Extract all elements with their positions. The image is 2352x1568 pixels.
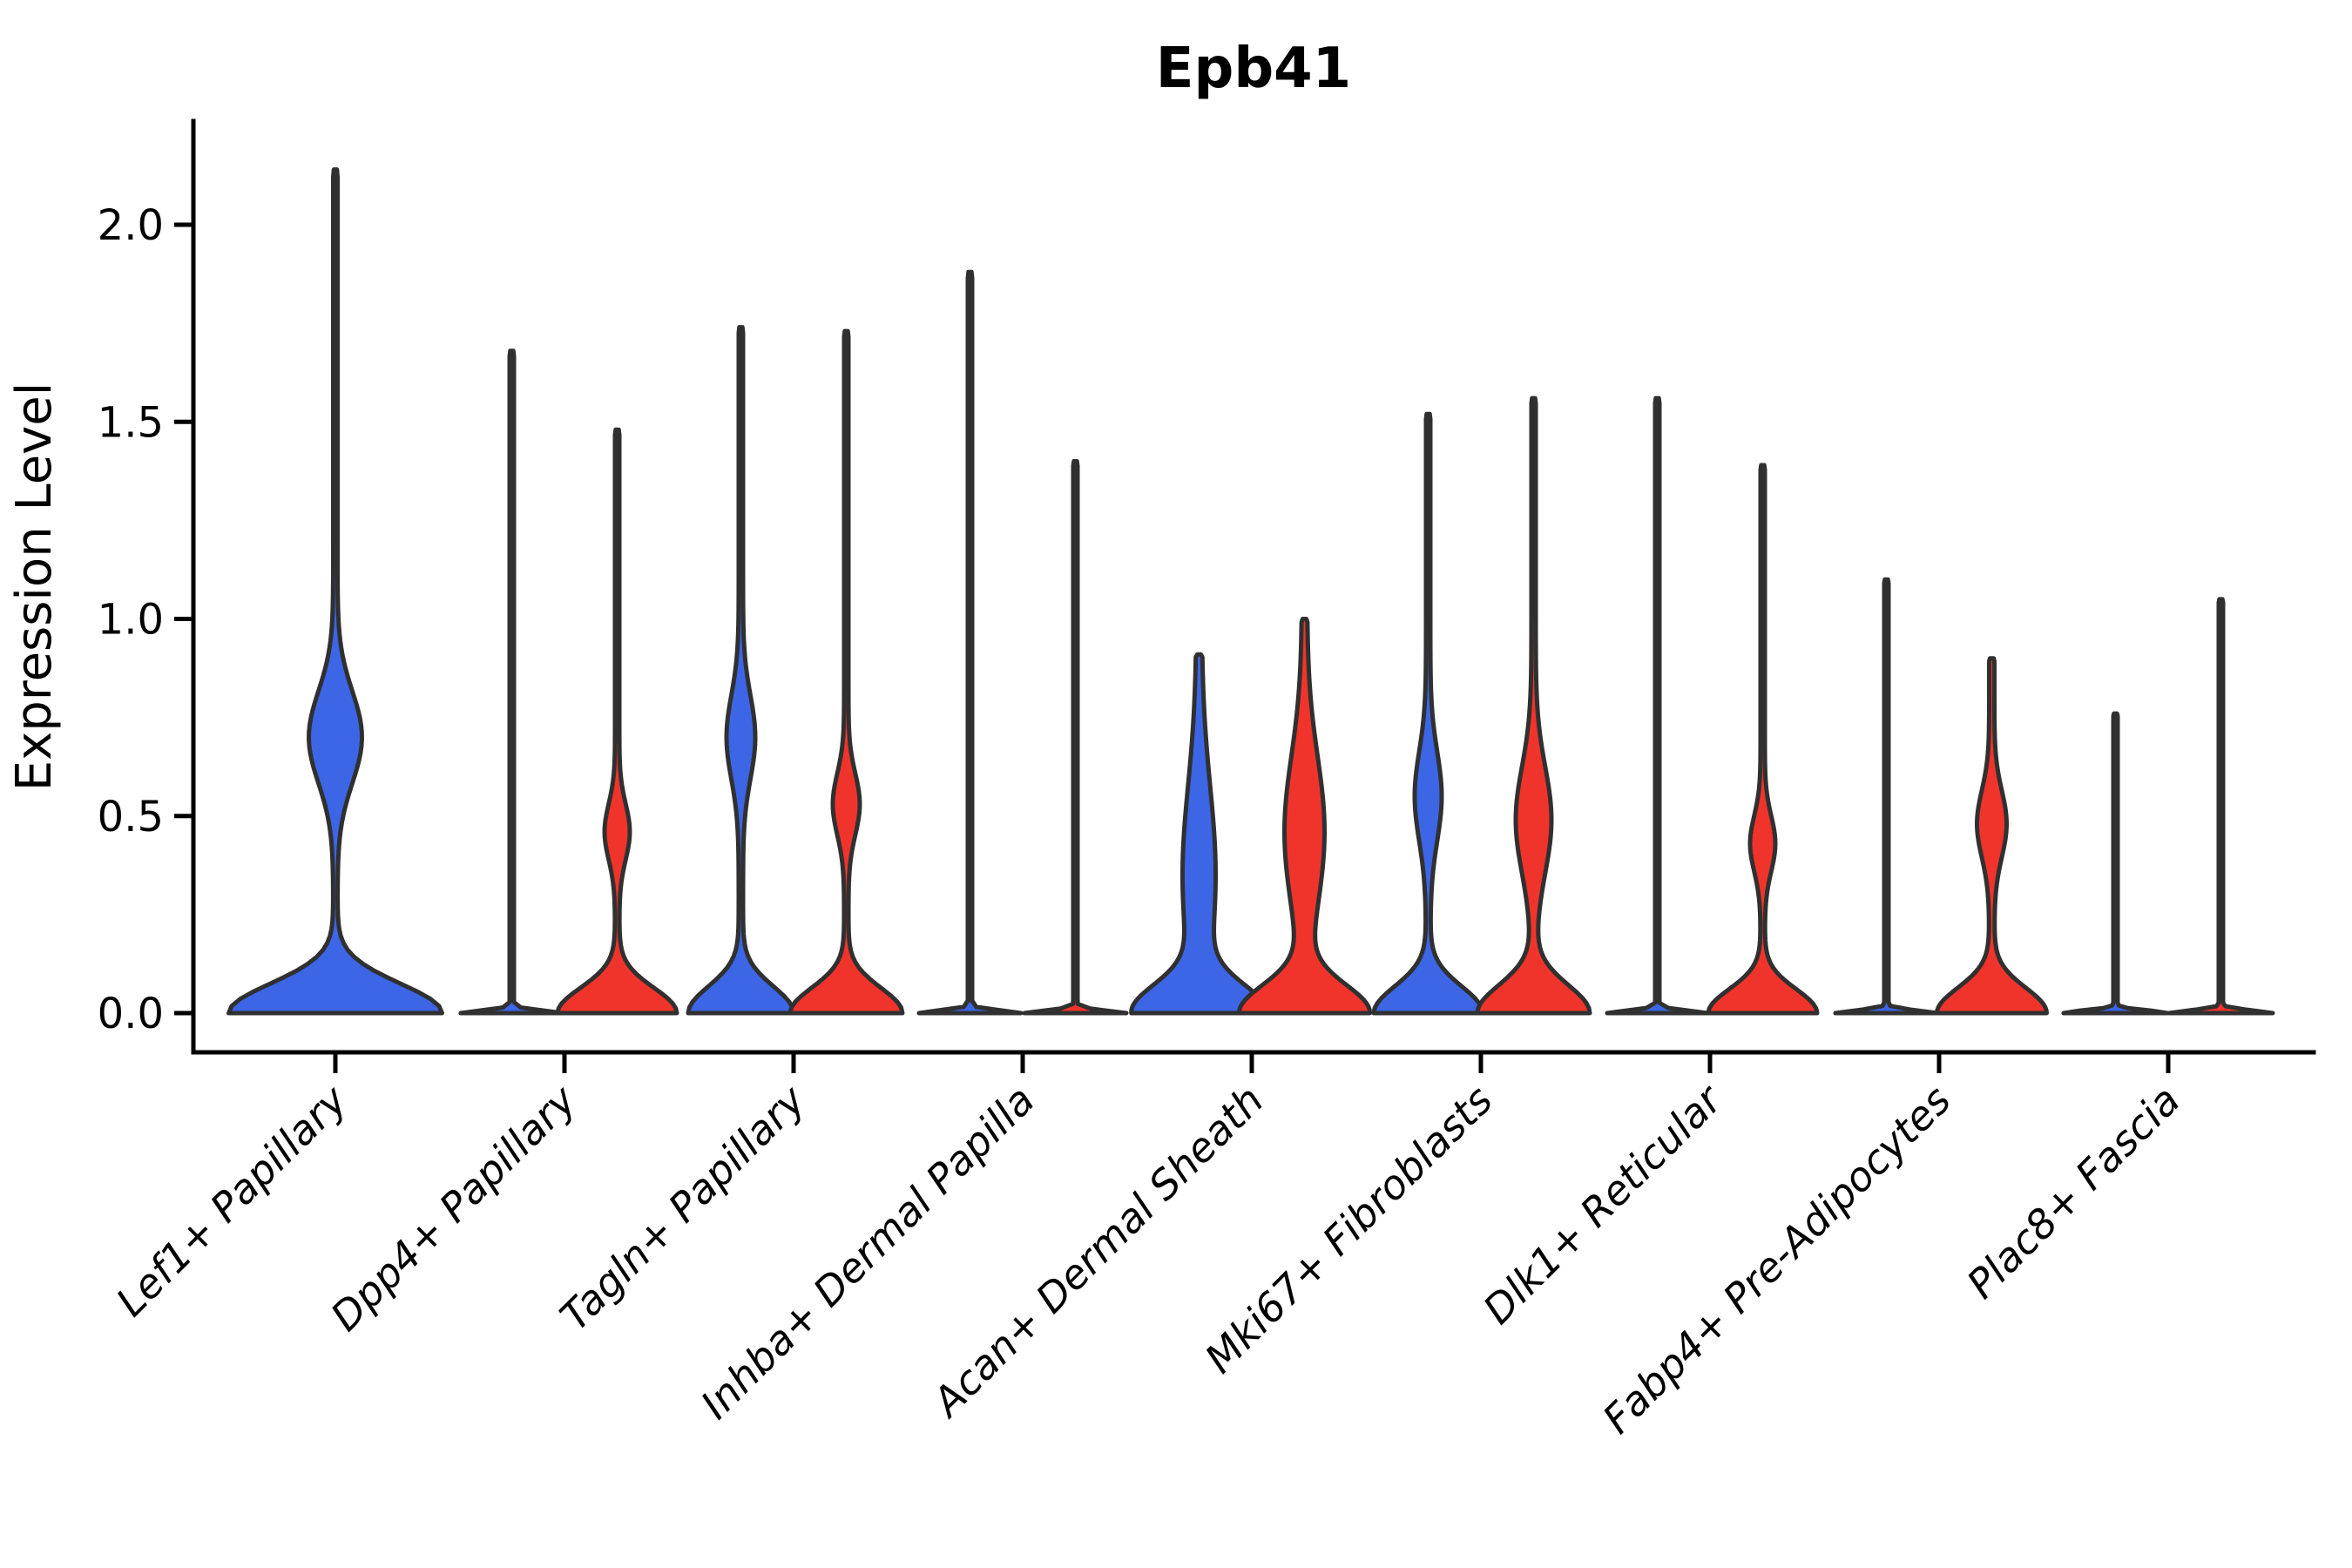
violin-red-dpp4-papillary [555, 427, 679, 1016]
x-tick-label: Dlk1+ Reticular [1474, 1074, 1733, 1333]
violin-red-tagln-papillary [787, 328, 905, 1016]
violin-blue-tagln-papillary [686, 325, 796, 1016]
x-tick-label: Dpp4+ Papillary [321, 1076, 585, 1340]
violin-red-plac8-fascia [2166, 597, 2275, 1016]
violin-blue-mki67-fibroblasts [1371, 411, 1485, 1016]
violin-blue-acan-dermal-sheath [1129, 652, 1269, 1016]
y-axis-title: Expression Level [6, 382, 63, 792]
violin-red-dlk1-reticular [1706, 463, 1820, 1016]
x-tick-label: Tagln+ Papillary [551, 1076, 814, 1340]
chart-title: Epb41 [1156, 37, 1351, 101]
violin-blue-fabp4-pre-adipocytes [1833, 577, 1940, 1016]
violin-red-acan-dermal-sheath [1236, 617, 1373, 1016]
violin-blue-dlk1-reticular [1605, 395, 1710, 1016]
x-tick-label: Lef1+ Papillary [107, 1076, 356, 1325]
violin-red-mki67-fibroblasts [1475, 395, 1592, 1016]
y-tick-label: 1.5 [98, 398, 164, 447]
violin-blue-dpp4-papillary [458, 348, 565, 1016]
y-tick-label: 0.0 [98, 990, 164, 1038]
violin-red-inhba-dermal-papilla [1022, 459, 1129, 1016]
y-tick-label: 1.0 [98, 596, 164, 645]
violin-blue-plac8-fascia [2061, 711, 2170, 1016]
violin-red-fabp4-pre-adipocytes [1935, 656, 2049, 1016]
y-tick-label: 0.5 [98, 793, 164, 841]
x-tick-label: Plac8+ Fascia [1957, 1077, 2188, 1308]
violin-blue-lef1-papillary [226, 167, 444, 1016]
y-tick-label: 2.0 [98, 201, 164, 250]
violin-blue-inhba-dermal-papilla [916, 269, 1024, 1016]
